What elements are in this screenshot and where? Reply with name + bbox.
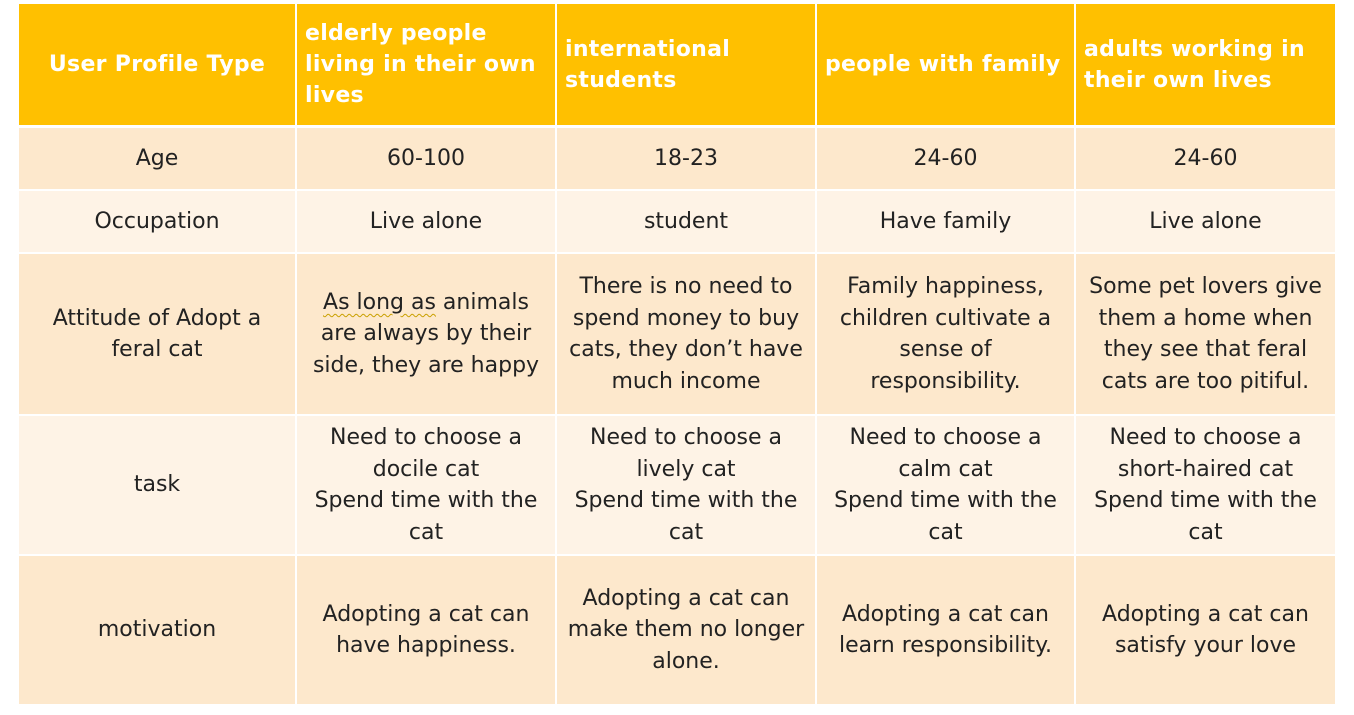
row-label-motivation: motivation bbox=[19, 556, 297, 706]
task-family: Need to choose a calm cat Spend time wit… bbox=[817, 416, 1076, 556]
table-row-motivation: motivation Adopting a cat can have happi… bbox=[19, 556, 1335, 706]
header-elderly-people: elderly people living in their own lives bbox=[297, 4, 557, 128]
occupation-students: student bbox=[557, 191, 817, 254]
attitude-adults: Some pet lovers give them a home when th… bbox=[1076, 254, 1335, 416]
table-row-attitude: Attitude of Adopt a feral cat As long as… bbox=[19, 254, 1335, 416]
header-adults-working: adults working in their own lives bbox=[1076, 4, 1335, 128]
attitude-students: There is no need to spend money to buy c… bbox=[557, 254, 817, 416]
table-header-row: User Profile Type elderly people living … bbox=[19, 4, 1335, 128]
occupation-adults: Live alone bbox=[1076, 191, 1335, 254]
motivation-adults: Adopting a cat can satisfy your love bbox=[1076, 556, 1335, 706]
age-students: 18-23 bbox=[557, 128, 817, 191]
header-user-profile-type: User Profile Type bbox=[19, 4, 297, 128]
task-family-line1: Need to choose a calm cat bbox=[849, 425, 1042, 482]
task-students-line1: Need to choose a lively cat bbox=[590, 425, 782, 482]
motivation-students: Adopting a cat can make them no longer a… bbox=[557, 556, 817, 706]
task-adults: Need to choose a short-haired cat Spend … bbox=[1076, 416, 1335, 556]
header-international-students: international students bbox=[557, 4, 817, 128]
motivation-elderly: Adopting a cat can have happiness. bbox=[297, 556, 557, 706]
row-label-age: Age bbox=[19, 128, 297, 191]
task-family-line2: Spend time with the cat bbox=[834, 488, 1057, 545]
task-elderly-line2: Spend time with the cat bbox=[314, 488, 538, 545]
motivation-family: Adopting a cat can learn responsibility. bbox=[817, 556, 1076, 706]
task-students-line2: Spend time with the cat bbox=[574, 488, 798, 545]
attitude-elderly-rest: animals are always by their side, they a… bbox=[312, 289, 540, 378]
attitude-elderly-underlined: As long as bbox=[323, 289, 436, 315]
task-elderly: Need to choose a docile cat Spend time w… bbox=[297, 416, 557, 556]
task-elderly-line1: Need to choose a docile cat bbox=[330, 425, 522, 482]
age-adults: 24-60 bbox=[1076, 128, 1335, 191]
task-adults-line2: Spend time with the cat bbox=[1094, 488, 1317, 545]
row-label-occupation: Occupation bbox=[19, 191, 297, 254]
table-row-task: task Need to choose a docile cat Spend t… bbox=[19, 416, 1335, 556]
user-profile-table-container: User Profile Type elderly people living … bbox=[19, 4, 1335, 706]
task-adults-line1: Need to choose a short-haired cat bbox=[1109, 425, 1302, 482]
table-row-occupation: Occupation Live alone student Have famil… bbox=[19, 191, 1335, 254]
row-label-task: task bbox=[19, 416, 297, 556]
occupation-family: Have family bbox=[817, 191, 1076, 254]
user-profile-table: User Profile Type elderly people living … bbox=[19, 4, 1335, 706]
header-people-with-family: people with family bbox=[817, 4, 1076, 128]
task-students: Need to choose a lively cat Spend time w… bbox=[557, 416, 817, 556]
attitude-elderly: As long as animals are always by their s… bbox=[297, 254, 557, 416]
age-elderly: 60-100 bbox=[297, 128, 557, 191]
row-label-attitude: Attitude of Adopt a feral cat bbox=[19, 254, 297, 416]
table-row-age: Age 60-100 18-23 24-60 24-60 bbox=[19, 128, 1335, 191]
occupation-elderly: Live alone bbox=[297, 191, 557, 254]
age-family: 24-60 bbox=[817, 128, 1076, 191]
attitude-family: Family happiness, children cultivate a s… bbox=[817, 254, 1076, 416]
